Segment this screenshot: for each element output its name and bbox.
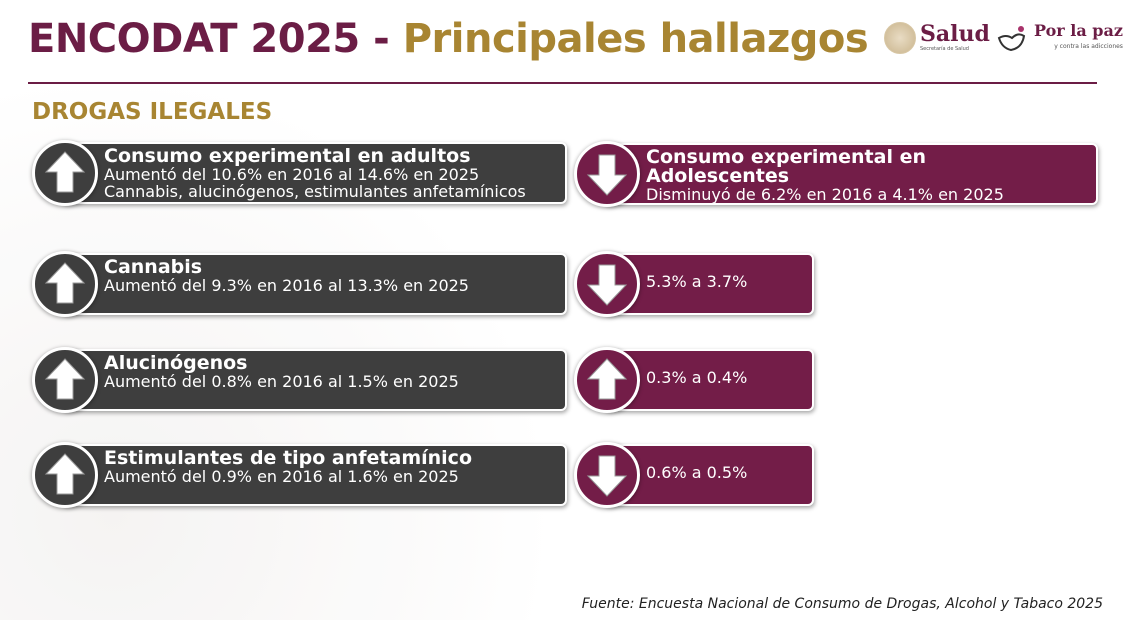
salud-subtext: Secretaría de Salud: [920, 46, 969, 52]
arrow-up-icon: [574, 347, 640, 413]
adolescents-card: 0.3% a 0.4%: [574, 347, 814, 413]
adults-card: Consumo experimental en adultos Aumentó d…: [32, 140, 567, 206]
dove-icon: [997, 26, 1026, 52]
page-title: ENCODAT 2025 - Principales hallazgos: [28, 16, 869, 62]
arrow-down-icon: [574, 251, 640, 317]
adults-card: Alucinógenos Aumentó del 0.8% en 2016 al …: [32, 347, 567, 413]
title-part2: Principales hallazgos: [402, 16, 869, 62]
adults-card: Cannabis Aumentó del 9.3% en 2016 al 13.3…: [32, 251, 567, 317]
adolescents-card: 0.6% a 0.5%: [574, 442, 814, 508]
arrow-down-icon: [574, 141, 640, 207]
arrow-down-icon: [574, 442, 640, 508]
arrow-up-icon: [32, 140, 98, 206]
por-la-paz-logo: Por la paz y contra las adicciones: [996, 22, 1123, 56]
card-title: Consumo experimental en Adolescentes: [646, 146, 926, 187]
paz-text: Por la paz: [1034, 21, 1123, 40]
adults-card: Estimulantes de tipo anfetamínico Aumentó…: [32, 442, 567, 508]
card-title: Consumo experimental en adultos: [104, 145, 471, 167]
header-divider: [28, 82, 1097, 84]
card-text: Aumentó del 0.9% en 2016 al 1.6% en 2025: [104, 467, 459, 486]
card-text: 5.3% a 3.7%: [646, 272, 748, 291]
paz-subtext: y contra las adicciones: [1054, 43, 1123, 50]
arrow-up-icon: [32, 251, 98, 317]
section-heading: DROGAS ILEGALES: [32, 99, 273, 125]
arrow-up-icon: [32, 442, 98, 508]
card-title: Estimulantes de tipo anfetamínico: [104, 447, 472, 469]
card-text: Aumentó del 10.6% en 2016 al 14.6% en 20…: [104, 165, 480, 184]
title-part1: ENCODAT 2025 -: [28, 16, 390, 62]
arrow-up-icon: [32, 347, 98, 413]
card-text: 0.3% a 0.4%: [646, 368, 748, 387]
card-text: Cannabis, alucinógenos, estimulantes anf…: [104, 182, 526, 201]
salud-logo: Salud Secretaría de Salud: [884, 22, 990, 54]
card-text: Disminuyó de 6.2% en 2016 a 4.1% en 2025: [646, 185, 1004, 204]
card-text: 0.6% a 0.5%: [646, 463, 748, 482]
national-seal-icon: [884, 22, 916, 54]
adolescents-card: 5.3% a 3.7%: [574, 251, 814, 317]
adolescents-card: Consumo experimental en Adolescentes Dism…: [574, 141, 1098, 207]
source-footnote: Fuente: Encuesta Nacional de Consumo de …: [581, 596, 1103, 612]
card-title: Alucinógenos: [104, 352, 248, 374]
card-text: Aumentó del 9.3% en 2016 al 13.3% en 202…: [104, 276, 469, 295]
salud-text: Salud: [920, 21, 990, 47]
card-text: Aumentó del 0.8% en 2016 al 1.5% en 2025: [104, 372, 459, 391]
card-title: Cannabis: [104, 256, 203, 278]
